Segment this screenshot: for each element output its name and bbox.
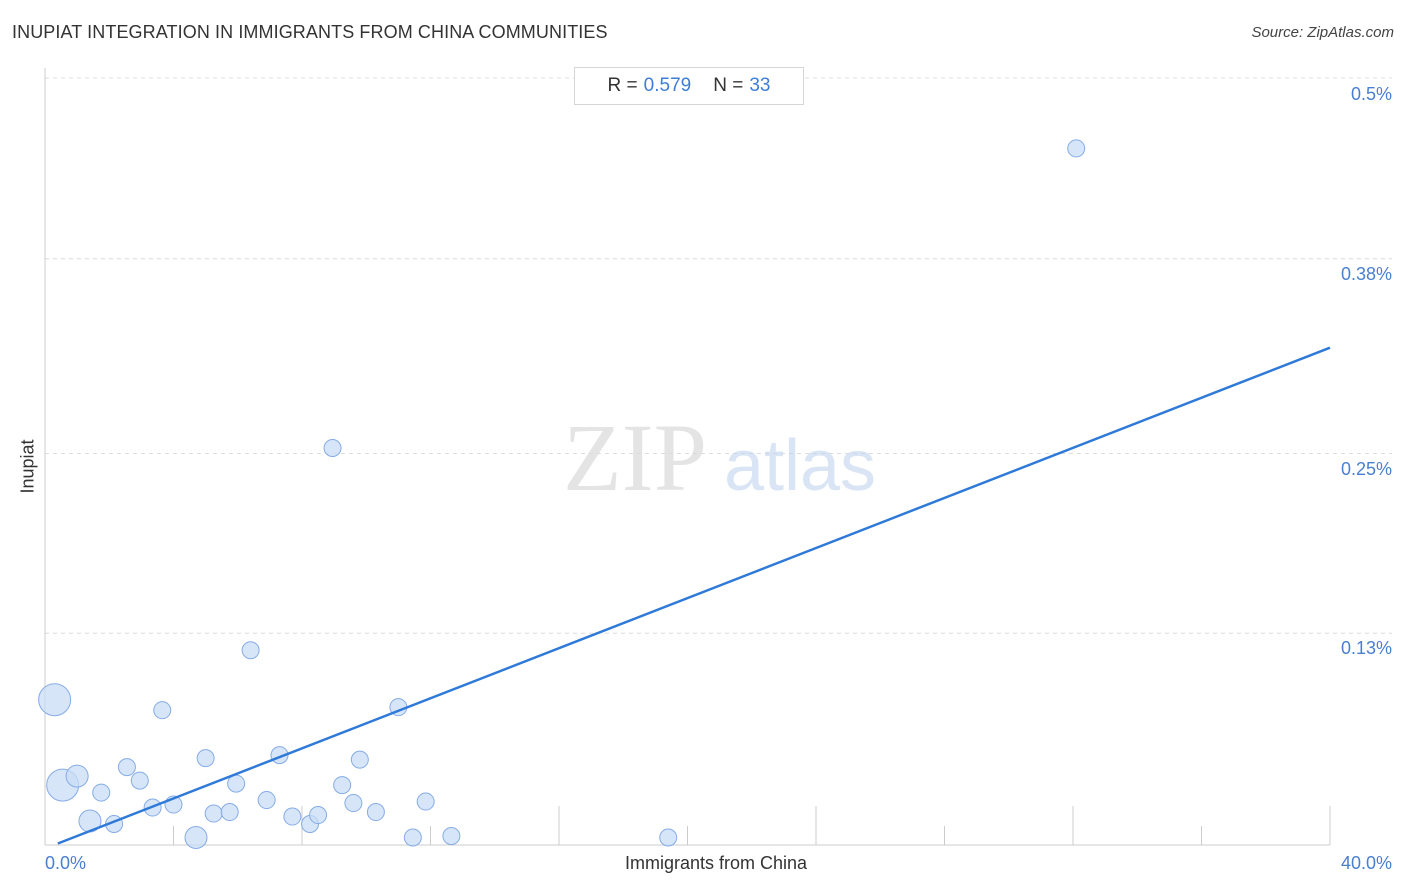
data-point [309, 806, 328, 825]
data-point [350, 750, 369, 769]
data-point [130, 771, 149, 790]
data-point [344, 794, 363, 813]
n-label: N = [713, 75, 744, 96]
chart-title: INUPIAT INTEGRATION IN IMMIGRANTS FROM C… [12, 22, 608, 42]
data-point [283, 807, 302, 826]
data-point [184, 826, 208, 850]
data-point [117, 758, 136, 777]
data-point [220, 803, 239, 822]
data-point [92, 783, 111, 802]
data-point [1067, 139, 1086, 158]
watermark: ZIP atlas [563, 404, 876, 511]
data-point [153, 701, 172, 720]
stats-box: R = 0.579 N = 33 [574, 67, 804, 105]
axes [44, 68, 1331, 846]
data-point [403, 828, 422, 847]
y-tick-label: 0.5% [1350, 84, 1392, 104]
r-value: 0.579 [643, 75, 692, 96]
y-axis-label: Inupiat [17, 439, 38, 494]
y-tick-label: 0.13% [1340, 638, 1392, 659]
trend-line [57, 346, 1331, 845]
data-point [204, 804, 223, 823]
grid-lines [45, 77, 1392, 634]
watermark-atlas: atlas [724, 426, 876, 506]
r-label: R = [607, 75, 638, 96]
data-point [65, 764, 89, 788]
data-point [416, 792, 435, 811]
data-point [241, 641, 260, 660]
data-point [196, 749, 215, 768]
trend-line-group [57, 346, 1331, 845]
x-axis-label: Immigrants from China [624, 853, 808, 873]
y-tick-label: 0.25% [1340, 458, 1392, 479]
data-point [333, 776, 352, 795]
data-points [38, 139, 1086, 850]
y-tick-label: 0.38% [1340, 263, 1392, 284]
data-point [366, 803, 385, 822]
n-value: 33 [749, 75, 771, 96]
x-tick-max: 40.0% [1340, 853, 1392, 873]
data-point [442, 827, 461, 846]
data-point [323, 439, 342, 458]
data-point [38, 683, 72, 717]
data-point [257, 791, 276, 810]
watermark-zip: ZIP [563, 404, 707, 511]
data-point [659, 828, 678, 847]
x-tick-min: 0.0% [45, 853, 87, 873]
source-label: Source: ZipAtlas.com [1251, 24, 1394, 41]
